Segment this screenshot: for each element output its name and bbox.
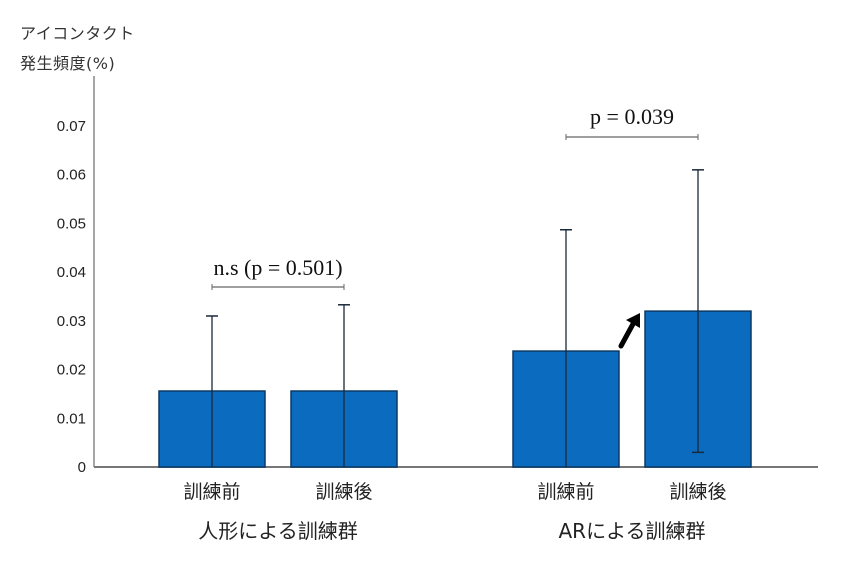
y-tick-label: 0.07 xyxy=(57,118,86,135)
y-axis-title-line2: 発生頻度(%) xyxy=(20,54,116,73)
p-value-annotation: p = 0.039 xyxy=(590,104,674,129)
category-label: 訓練後 xyxy=(669,481,726,503)
category-label: 訓練前 xyxy=(183,481,240,503)
category-label: 訓練前 xyxy=(537,481,594,503)
p-value-annotation: n.s (p = 0.501) xyxy=(213,255,342,280)
y-tick-label: 0.05 xyxy=(57,215,86,232)
group-label: ARによる訓練群 xyxy=(559,519,706,543)
category-label: 訓練後 xyxy=(315,481,372,503)
y-tick-label: 0.02 xyxy=(57,362,86,379)
y-tick-label: 0.01 xyxy=(57,410,86,427)
increase-arrow-icon xyxy=(618,313,640,349)
y-tick-label: 0.03 xyxy=(57,313,86,330)
y-axis-title-line1: アイコンタクト xyxy=(20,24,135,43)
group-label: 人形による訓練群 xyxy=(198,519,357,543)
labels: 訓練前 訓練後 n.s (p = 0.501) 人形による訓練群 訓練前 訓練後 p = 0… xyxy=(183,104,726,543)
y-tick-label: 0 xyxy=(78,459,86,476)
y-tick-label: 0.06 xyxy=(57,167,86,184)
bars xyxy=(158,169,752,468)
y-tick-label: 0.04 xyxy=(57,264,86,281)
